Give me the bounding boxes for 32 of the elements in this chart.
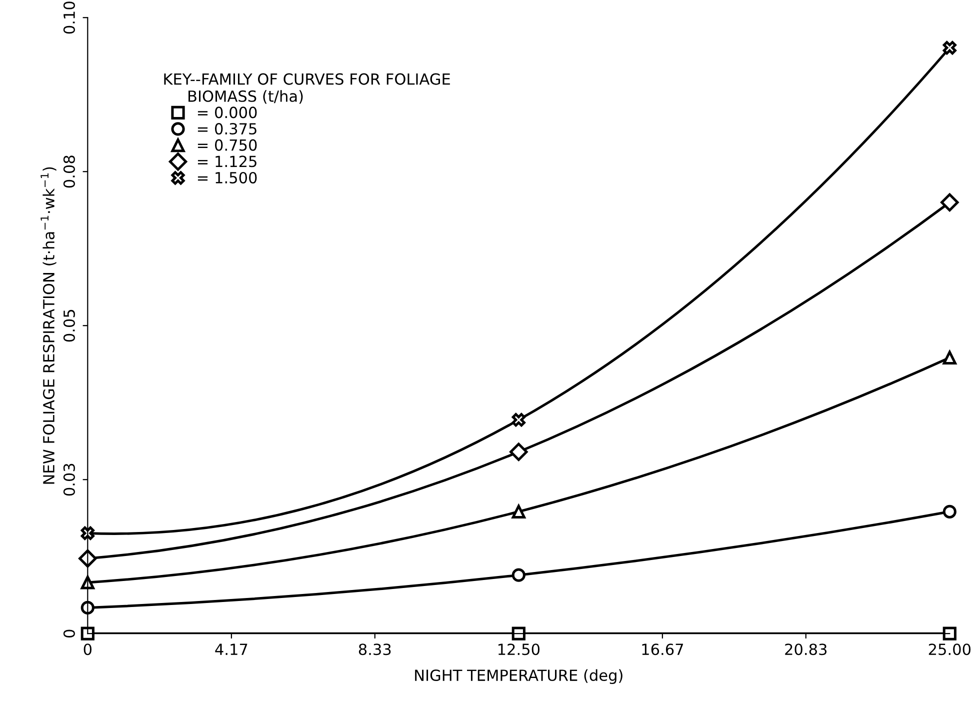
legend-label: = 0.375 xyxy=(198,122,256,135)
point xyxy=(942,504,956,518)
y-axis-title: NEW FOLIAGE RESPIRATION (t·ha$^{−1}$·wk$^{−1}$) xyxy=(40,167,56,484)
x-axis-title: NIGHT TEMPERATURE (deg) xyxy=(415,669,622,684)
y-tick-label: 0.10 xyxy=(63,2,75,34)
point xyxy=(80,626,94,640)
x-tick-label: 16.67 xyxy=(642,644,683,656)
point xyxy=(512,626,526,640)
point xyxy=(510,442,528,461)
x-tick-label: 25.00 xyxy=(928,644,971,656)
legend-title: KEY--FAMILY OF CURVES FOR FOLIAGE BIOMASS (t/ha) xyxy=(164,73,450,104)
legend-label: = 0.000 xyxy=(198,106,257,118)
x-tick-label: 20.83 xyxy=(785,644,827,656)
point xyxy=(512,568,526,582)
x-tick-label: 8.33 xyxy=(358,644,391,656)
point xyxy=(512,504,526,518)
y-tick-label: 0 xyxy=(63,630,75,638)
point xyxy=(942,350,956,364)
point xyxy=(80,526,94,540)
y-tick-label: 0.08 xyxy=(63,156,75,188)
x-tick-label: 4.17 xyxy=(215,644,248,655)
x-tick-label: 0 xyxy=(84,644,92,656)
y-tick-label: 0.05 xyxy=(63,310,75,342)
point xyxy=(940,193,959,212)
point xyxy=(512,413,526,427)
legend-label: = 0.750 xyxy=(198,139,257,151)
y-tick-label: 0.03 xyxy=(63,464,75,496)
x-tick-label: 12.50 xyxy=(498,644,540,656)
point xyxy=(942,40,956,55)
point xyxy=(942,626,956,640)
legend-label: = 1.125 xyxy=(198,156,256,168)
legend-label: = 1.500 xyxy=(198,172,257,184)
